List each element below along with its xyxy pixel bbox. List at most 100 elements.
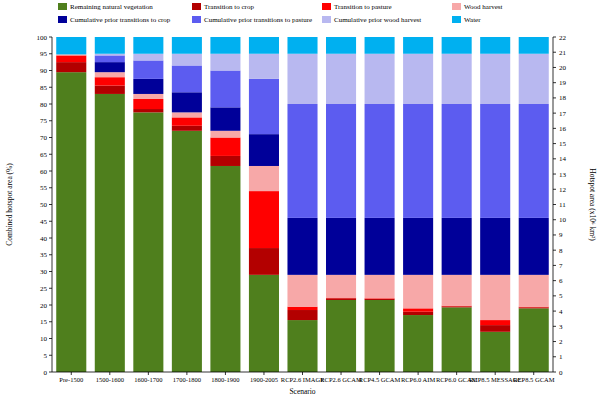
y2-tick-label: 18	[559, 94, 567, 102]
bar-segment	[403, 218, 433, 275]
y2-tick-label: 11	[559, 201, 566, 209]
x-tick	[71, 372, 72, 375]
x-tick-label: RCP2.6 GCAM	[320, 376, 362, 383]
y2-tick-label: 2	[559, 338, 563, 346]
x-tick	[418, 372, 419, 375]
y2-tick	[553, 174, 556, 175]
bar-segment	[326, 275, 356, 298]
legend-swatch	[192, 3, 201, 10]
y-tick	[49, 87, 52, 88]
legend-label: Cumulative prior transitions to pasture	[204, 16, 312, 24]
bar-segment	[480, 37, 510, 54]
bar-segment	[172, 37, 202, 54]
x-tick-label: RCP6.0 AIM	[401, 376, 436, 383]
y-tick	[49, 137, 52, 138]
bar-segment	[95, 54, 125, 56]
bar-segment	[95, 94, 125, 372]
y-tick	[49, 238, 52, 239]
bar-segment	[519, 37, 549, 54]
y2-tick	[553, 326, 556, 327]
bar-segment	[172, 117, 202, 125]
y-tick-label: 15	[40, 318, 48, 326]
bar-segment	[133, 99, 163, 109]
bar-segment	[519, 307, 549, 308]
bar-segment	[133, 79, 163, 94]
y2-tick	[553, 97, 556, 98]
bar-segment	[172, 92, 202, 112]
y-tick	[49, 154, 52, 155]
y2-tick-label: 15	[559, 140, 567, 148]
y-tick-label: 75	[40, 117, 48, 125]
y-tick-label: 90	[40, 67, 48, 75]
y-tick	[49, 221, 52, 222]
bar-segment	[480, 54, 510, 104]
bar-segment	[480, 325, 510, 332]
bar-segment	[210, 37, 240, 54]
bar-segment	[403, 312, 433, 315]
y-tick-label: 40	[40, 235, 48, 243]
bar-segment	[249, 191, 279, 248]
x-tick-label: RCP8.5 GCAM	[513, 376, 555, 383]
bar-segment	[133, 54, 163, 61]
legend-swatch	[322, 16, 331, 23]
y2-tick	[553, 37, 556, 38]
x-tick-label: Pre-1500	[59, 376, 83, 383]
bar-segment	[210, 156, 240, 166]
y2-tick-label: 4	[559, 308, 563, 316]
y-tick	[49, 305, 52, 306]
bar-segment	[249, 79, 279, 134]
y-tick-label: 60	[40, 168, 48, 176]
bar-segment	[95, 86, 125, 94]
bar-segment	[403, 37, 433, 54]
x-axis-title: Scenario	[289, 387, 315, 396]
y-tick-label: 80	[40, 101, 48, 109]
bar-segment	[519, 308, 549, 372]
bar-segment	[249, 54, 279, 79]
bar-segment	[519, 218, 549, 275]
y-tick-label: 70	[40, 134, 48, 142]
bar-segment	[210, 138, 240, 156]
y-tick	[49, 288, 52, 289]
bar-segment	[210, 107, 240, 130]
y2-tick	[553, 67, 556, 68]
y2-tick	[553, 311, 556, 312]
x-tick	[109, 372, 110, 375]
y-tick-label: 95	[40, 50, 48, 58]
x-tick-label: RCP2.6 IMAGE	[281, 376, 324, 383]
y2-tick-label: 0	[559, 369, 563, 377]
x-tick	[456, 372, 457, 375]
y2-tick	[553, 265, 556, 266]
bar-segment	[403, 104, 433, 218]
y-tick	[49, 254, 52, 255]
bar-segment	[133, 109, 163, 112]
x-tick-label: 1500-1600	[96, 376, 124, 383]
y2-tick	[553, 82, 556, 83]
bar-segment	[442, 104, 472, 218]
y-tick-label: 55	[40, 184, 48, 192]
y2-tick	[553, 356, 556, 357]
bar-segment	[403, 54, 433, 104]
chart-container: 0510152025303540455055606570758085909510…	[0, 0, 600, 400]
y-tick-label: 0	[44, 369, 48, 377]
bar-segment	[287, 275, 317, 307]
bar-segment	[326, 298, 356, 300]
x-tick-label: RCP4.5 GCAM	[359, 376, 401, 383]
x-tick	[186, 372, 187, 375]
legend-swatch	[452, 3, 461, 10]
x-tick-label: 1700-1800	[173, 376, 201, 383]
bar-segment	[172, 112, 202, 117]
y-tick-label: 5	[44, 352, 48, 360]
legend: Remaining natural vegetationTransition t…	[58, 3, 503, 24]
bar-segment	[442, 306, 472, 307]
x-tick	[379, 372, 380, 375]
legend-label: Wood harvest	[464, 3, 503, 11]
bar-segment	[172, 131, 202, 372]
legend-label: Transition to pasture	[334, 3, 392, 11]
y2-tick	[553, 52, 556, 53]
y-tick	[49, 204, 52, 205]
x-tick-label: 1900-2005	[250, 376, 278, 383]
y-tick	[49, 338, 52, 339]
bar-segment	[172, 126, 202, 131]
y-tick	[49, 37, 52, 38]
y2-tick-label: 3	[559, 323, 563, 331]
